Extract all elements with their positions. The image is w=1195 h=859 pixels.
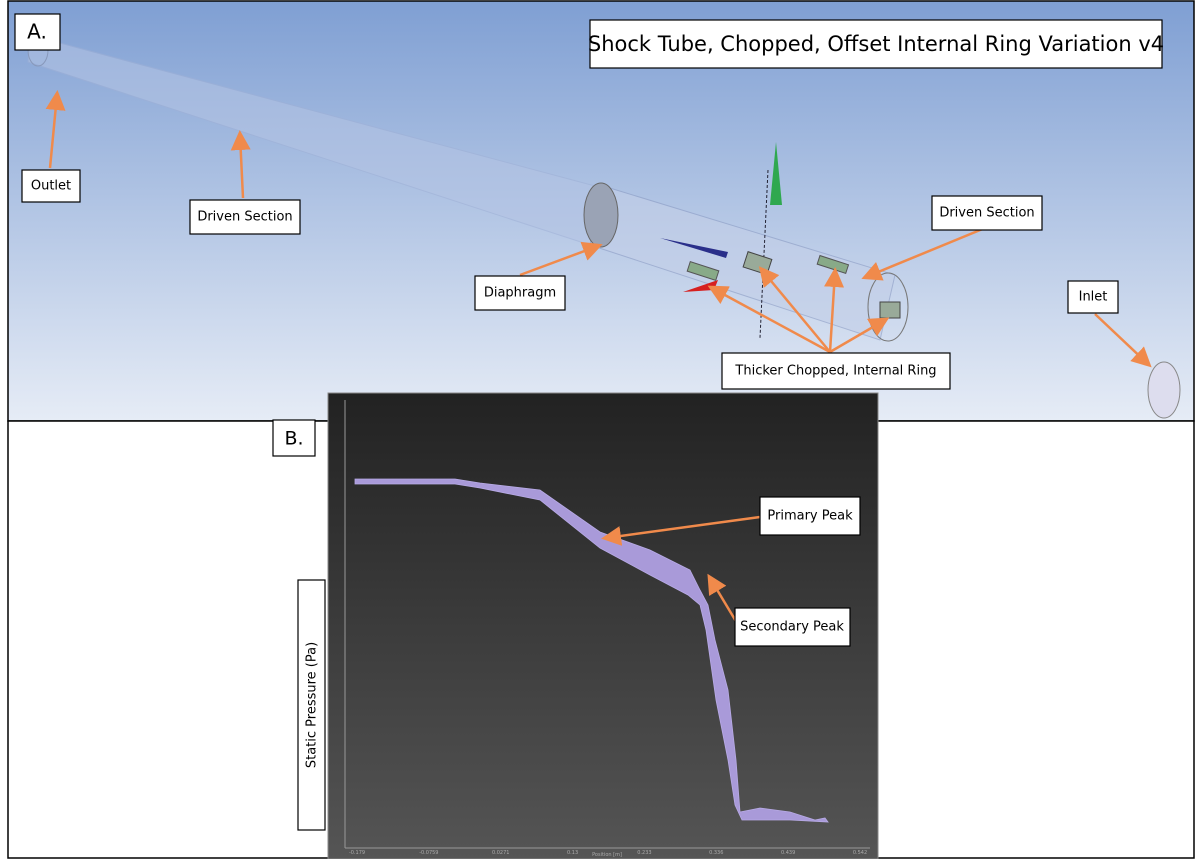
x-tick-label: -0.179 — [349, 850, 365, 856]
panel-label: A. — [27, 20, 47, 44]
callout: Driven Section — [939, 206, 1034, 221]
callout: Outlet — [31, 179, 71, 194]
callout: Thicker Chopped, Internal Ring — [734, 364, 936, 379]
callout: Inlet — [1079, 290, 1108, 305]
x-tick-label: 0.542 — [853, 850, 867, 856]
callout: Diaphragm — [484, 286, 556, 301]
panel-label: B. — [284, 428, 303, 450]
callout: Driven Section — [197, 210, 292, 225]
x-tick-label: 0.0271 — [492, 850, 510, 856]
x-tick-label: 0.439 — [781, 850, 795, 856]
panel-a: A. Shock Tube, Chopped, Offset Internal … — [8, 1, 1194, 421]
callout: Primary Peak — [767, 509, 853, 524]
x-tick-label: 0.233 — [637, 850, 651, 856]
panel-b: -0.179 -0.0759 0.0271 0.13 0.233 0.336 0.439 0.… — [8, 393, 1194, 859]
x-tick-label: 0.13 — [567, 850, 578, 856]
x-axis-label: Position [m] — [592, 852, 622, 858]
figure: A. Shock Tube, Chopped, Offset Internal … — [0, 0, 1195, 859]
x-tick-label: 0.336 — [709, 850, 723, 856]
panel-title: Shock Tube, Chopped, Offset Internal Rin… — [588, 32, 1164, 56]
callout: Secondary Peak — [740, 620, 844, 635]
x-tick-label: -0.0759 — [419, 850, 438, 856]
y-axis-label: Static Pressure (Pa) — [305, 642, 320, 768]
